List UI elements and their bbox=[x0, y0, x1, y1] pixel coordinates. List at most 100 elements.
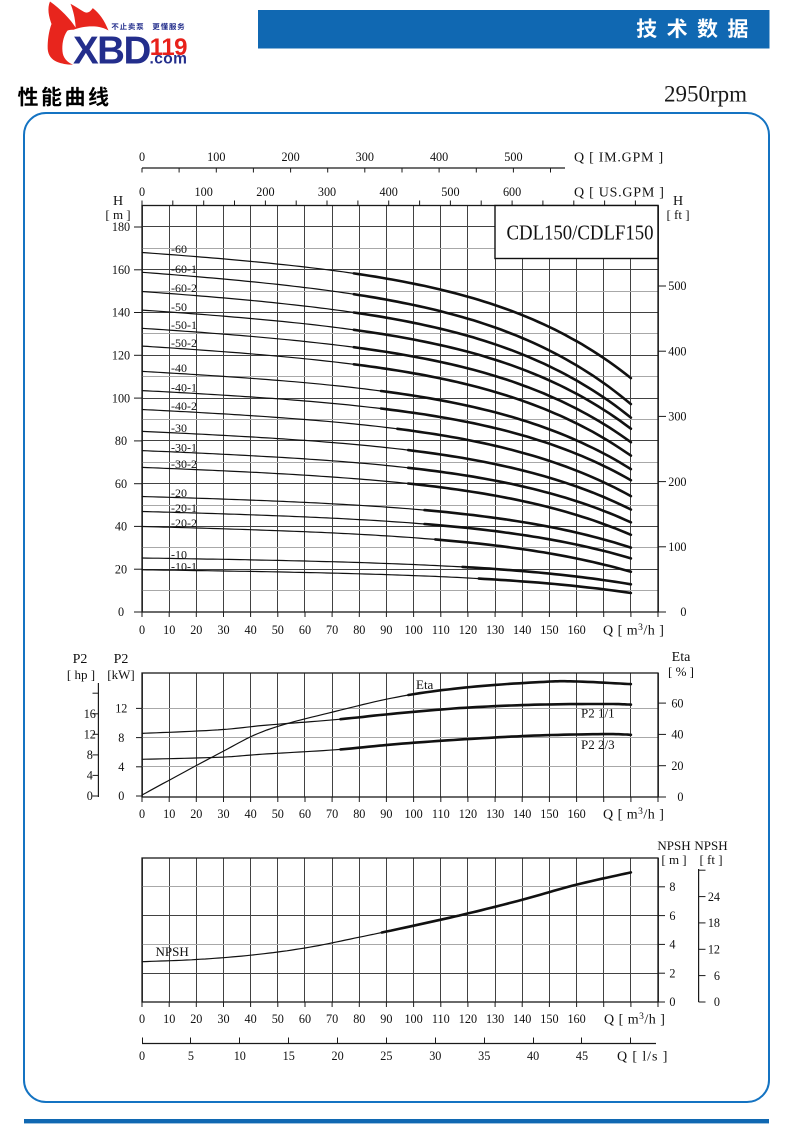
svg-text:200: 200 bbox=[281, 150, 299, 164]
svg-text:300: 300 bbox=[318, 185, 336, 199]
svg-text:300: 300 bbox=[668, 410, 686, 424]
svg-text:400: 400 bbox=[430, 150, 448, 164]
svg-text:0: 0 bbox=[669, 995, 675, 1009]
svg-text:0: 0 bbox=[680, 605, 686, 619]
svg-text:8: 8 bbox=[669, 880, 675, 894]
svg-text:180: 180 bbox=[112, 220, 130, 234]
svg-text:Q [ m3/h ]: Q [ m3/h ] bbox=[603, 623, 664, 639]
svg-text:10: 10 bbox=[163, 1012, 175, 1026]
svg-text:110: 110 bbox=[432, 623, 450, 637]
svg-text:[ m ]: [ m ] bbox=[661, 852, 686, 867]
svg-text:120: 120 bbox=[112, 349, 130, 363]
svg-text:4: 4 bbox=[669, 938, 675, 952]
svg-text:P2 2/3: P2 2/3 bbox=[581, 737, 615, 752]
svg-text:-40-1: -40-1 bbox=[171, 380, 197, 394]
svg-text:-60: -60 bbox=[171, 242, 187, 256]
svg-text:60: 60 bbox=[299, 1012, 311, 1026]
svg-text:Q [ m3/h ]: Q [ m3/h ] bbox=[603, 807, 664, 823]
svg-text:8: 8 bbox=[87, 748, 93, 762]
svg-text:2950rpm: 2950rpm bbox=[664, 82, 747, 107]
svg-text:60: 60 bbox=[299, 807, 311, 821]
svg-text:Q [ IM.GPM ]: Q [ IM.GPM ] bbox=[574, 151, 664, 166]
svg-text:60: 60 bbox=[115, 477, 127, 491]
svg-text:[ ft ]: [ ft ] bbox=[699, 852, 722, 867]
svg-text:XBD: XBD bbox=[73, 30, 150, 73]
svg-text:20: 20 bbox=[190, 807, 202, 821]
svg-text:0: 0 bbox=[139, 1049, 145, 1063]
svg-text:Q [ m3/h ]: Q [ m3/h ] bbox=[604, 1012, 665, 1028]
svg-text:4: 4 bbox=[87, 769, 93, 783]
svg-text:70: 70 bbox=[326, 807, 338, 821]
svg-text:80: 80 bbox=[353, 1012, 365, 1026]
svg-text:100: 100 bbox=[195, 185, 213, 199]
svg-text:90: 90 bbox=[380, 623, 392, 637]
svg-text:[ m ]: [ m ] bbox=[105, 207, 130, 222]
svg-text:100: 100 bbox=[207, 150, 225, 164]
svg-text:0: 0 bbox=[139, 185, 145, 199]
svg-text:-60-1: -60-1 bbox=[171, 262, 197, 276]
svg-text:500: 500 bbox=[504, 150, 522, 164]
svg-text:[ ft ]: [ ft ] bbox=[666, 207, 689, 222]
svg-text:-50: -50 bbox=[171, 300, 187, 314]
svg-text:-20-2: -20-2 bbox=[171, 516, 197, 530]
svg-text:-40: -40 bbox=[171, 361, 187, 375]
svg-text:200: 200 bbox=[668, 475, 686, 489]
svg-text:2: 2 bbox=[669, 966, 675, 980]
svg-text:Eta: Eta bbox=[672, 650, 691, 665]
svg-text:40: 40 bbox=[245, 623, 257, 637]
svg-text:12: 12 bbox=[115, 702, 127, 716]
svg-text:500: 500 bbox=[441, 185, 459, 199]
svg-text:140: 140 bbox=[513, 623, 531, 637]
svg-text:110: 110 bbox=[432, 1012, 450, 1026]
svg-text:0: 0 bbox=[139, 1012, 145, 1026]
svg-text:-30: -30 bbox=[171, 421, 187, 435]
svg-text:.com: .com bbox=[150, 50, 188, 67]
svg-text:8: 8 bbox=[118, 731, 124, 745]
svg-text:70: 70 bbox=[326, 1012, 338, 1026]
svg-text:-50-2: -50-2 bbox=[171, 336, 197, 350]
svg-text:P2: P2 bbox=[114, 652, 129, 667]
svg-text:40: 40 bbox=[671, 728, 683, 742]
svg-text:200: 200 bbox=[256, 185, 274, 199]
svg-text:0: 0 bbox=[139, 807, 145, 821]
svg-text:12: 12 bbox=[84, 728, 96, 742]
svg-text:80: 80 bbox=[353, 807, 365, 821]
svg-text:100: 100 bbox=[112, 391, 130, 405]
svg-text:6: 6 bbox=[714, 969, 720, 983]
svg-text:30: 30 bbox=[217, 623, 229, 637]
svg-text:0: 0 bbox=[677, 790, 683, 804]
svg-text:120: 120 bbox=[459, 1012, 477, 1026]
svg-text:0: 0 bbox=[87, 789, 93, 803]
svg-text:P2: P2 bbox=[73, 652, 88, 667]
svg-text:300: 300 bbox=[356, 150, 374, 164]
svg-text:5: 5 bbox=[188, 1049, 194, 1063]
svg-text:40: 40 bbox=[115, 520, 127, 534]
svg-text:130: 130 bbox=[486, 807, 504, 821]
svg-text:25: 25 bbox=[380, 1049, 392, 1063]
svg-text:20: 20 bbox=[115, 562, 127, 576]
svg-text:24: 24 bbox=[708, 890, 720, 904]
svg-text:500: 500 bbox=[668, 279, 686, 293]
svg-text:30: 30 bbox=[429, 1049, 441, 1063]
svg-text:-30-2: -30-2 bbox=[171, 457, 197, 471]
svg-text:50: 50 bbox=[272, 1012, 284, 1026]
svg-text:10: 10 bbox=[234, 1049, 246, 1063]
svg-text:35: 35 bbox=[478, 1049, 490, 1063]
svg-text:20: 20 bbox=[332, 1049, 344, 1063]
svg-text:80: 80 bbox=[115, 434, 127, 448]
svg-text:6: 6 bbox=[669, 909, 675, 923]
svg-text:45: 45 bbox=[576, 1049, 588, 1063]
svg-text:140: 140 bbox=[513, 807, 531, 821]
svg-text:40: 40 bbox=[527, 1049, 539, 1063]
svg-text:600: 600 bbox=[503, 185, 521, 199]
svg-text:20: 20 bbox=[190, 1012, 202, 1026]
svg-text:CDL150/CDLF150: CDL150/CDLF150 bbox=[507, 221, 654, 245]
svg-text:4: 4 bbox=[118, 760, 124, 774]
svg-text:150: 150 bbox=[540, 807, 558, 821]
svg-text:[ % ]: [ % ] bbox=[668, 664, 694, 679]
svg-text:40: 40 bbox=[245, 1012, 257, 1026]
svg-text:0: 0 bbox=[118, 605, 124, 619]
svg-text:150: 150 bbox=[540, 1012, 558, 1026]
svg-text:120: 120 bbox=[459, 623, 477, 637]
svg-text:100: 100 bbox=[404, 1012, 422, 1026]
